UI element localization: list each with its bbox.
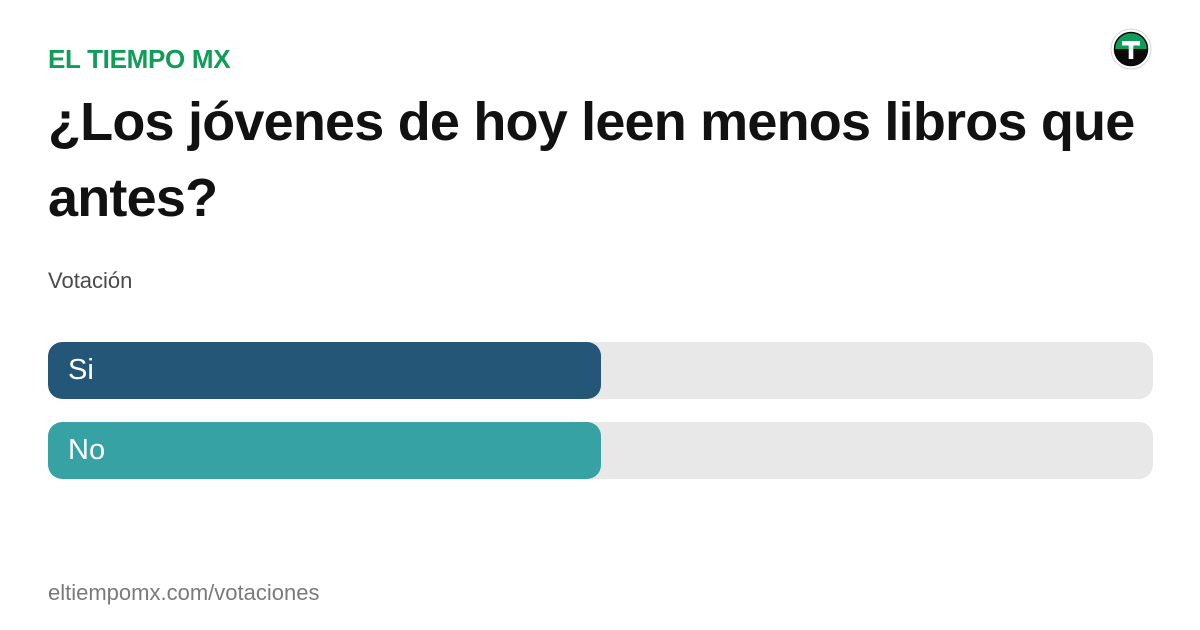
poll-option-no-label: No: [68, 434, 106, 466]
brand-name: EL TIEMPO MX: [48, 44, 231, 74]
poll-question: ¿Los jóvenes de hoy leen menos libros qu…: [48, 92, 1135, 228]
poll-option-si-label: Si: [68, 354, 94, 386]
footer-url[interactable]: eltiempomx.com/votaciones: [48, 580, 320, 605]
poll-option-no-bar: [48, 422, 601, 479]
poll-option-si[interactable]: Si: [48, 342, 1153, 399]
el-tiempo-logo-icon: [1110, 28, 1152, 70]
poll-subtitle: Votación: [48, 268, 133, 293]
poll-option-si-bar: [48, 342, 601, 399]
poll-option-no[interactable]: No: [48, 422, 1153, 479]
